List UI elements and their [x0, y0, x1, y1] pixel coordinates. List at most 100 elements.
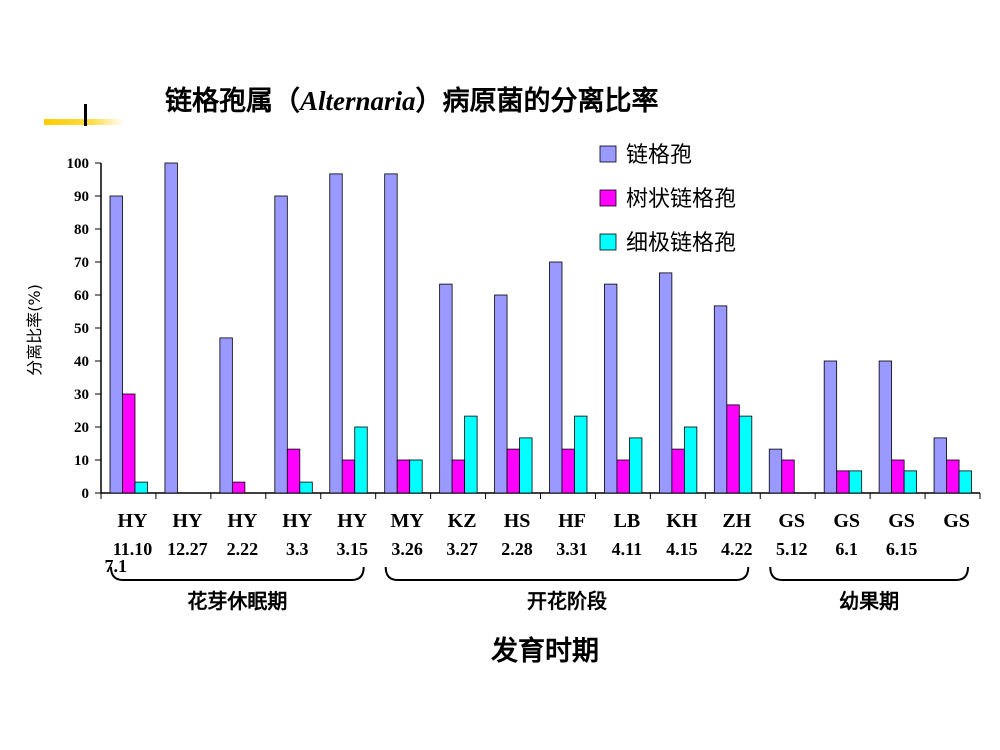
y-tick-label: 60 [74, 288, 89, 304]
stage-groups: 花芽休眠期 开花阶段 幼果期 [110, 566, 969, 613]
bar-series-1 [219, 337, 233, 494]
x-tick-label-date: 5.12 [776, 539, 808, 559]
y-tick-label: 80 [74, 222, 89, 238]
bar-series-1 [768, 448, 783, 494]
x-tick-label: LB [614, 510, 641, 532]
bar-series-2 [286, 448, 301, 494]
x-tick-label-date: 12.27 [167, 539, 208, 559]
chart-title: 链格孢属（Alternaria）病原菌的分离比率 [165, 85, 659, 117]
bar-series-1 [713, 305, 728, 494]
stage-brace [769, 566, 969, 581]
bar-series-2 [726, 404, 740, 494]
accent-tick [84, 104, 87, 126]
bar-series-1 [658, 272, 673, 494]
legend-label: 细极链格孢 [626, 231, 736, 256]
bar-series-1 [439, 283, 453, 494]
bar-series-3 [903, 470, 918, 494]
x-tick-label: ZH [722, 510, 751, 532]
axes [100, 163, 981, 499]
x-tick-label-date: 4.15 [666, 539, 698, 559]
bar-series-3 [354, 426, 368, 494]
stage-brace [384, 566, 750, 581]
bars [109, 162, 972, 494]
legend-label: 链格孢 [626, 143, 692, 168]
bar-series-3 [519, 437, 533, 494]
x-tick-label-date: 3.3 [286, 539, 309, 559]
bar-series-1 [878, 360, 893, 494]
accent-decoration [44, 104, 124, 126]
y-tick-label: 0 [82, 486, 90, 502]
bar-series-2 [781, 459, 795, 494]
title-suffix: ）病原菌的分离比率 [416, 85, 659, 117]
x-tick-label-date: 2.28 [501, 539, 533, 559]
x-tick-label: HY [227, 510, 258, 532]
stage-label: 幼果期 [839, 589, 899, 613]
x-tick-label: GS [833, 510, 860, 532]
bar-series-1 [604, 283, 618, 494]
y-axis-label: 分离比率(%) [25, 284, 44, 376]
y-tick-label: 50 [74, 321, 89, 337]
bar-series-1 [329, 173, 343, 494]
x-tick-label: GS [778, 510, 805, 532]
y-tick-label: 100 [67, 156, 90, 172]
legend-swatch [599, 145, 617, 163]
bar-series-1 [494, 294, 508, 494]
bar-series-2 [122, 393, 136, 494]
bar-series-1 [274, 195, 288, 494]
x-tick-label-date: 3.27 [446, 539, 478, 559]
x-axis-label: 发育时期 [490, 635, 599, 667]
y-ticks: 0 10 20 30 40 50 60 70 80 90 100 [67, 156, 101, 502]
bar-series-1 [109, 195, 123, 494]
bar-series-1 [164, 162, 178, 494]
bar-series-3 [738, 415, 753, 494]
bar-series-3 [409, 459, 423, 494]
x-tick-label: KH [666, 510, 698, 532]
title-italic: Alternaria [298, 86, 416, 116]
x-tick-label: HY [282, 510, 313, 532]
stage-label: 花芽休眠期 [187, 589, 287, 613]
bar-series-2 [836, 470, 850, 494]
bar-series-1 [823, 360, 838, 494]
y-tick-label: 30 [74, 387, 89, 403]
x-tick-label-date: 3.15 [336, 539, 368, 559]
x-tick-label: GS [888, 510, 915, 532]
x-tick-label: KZ [448, 510, 477, 532]
bar-series-3 [958, 470, 972, 494]
x-tick-label-date: 3.31 [556, 539, 588, 559]
bar-series-2 [506, 448, 520, 494]
y-tick-label: 40 [74, 354, 89, 370]
x-tick-label-date-extra: 7.1 [104, 556, 127, 576]
x-tick-label: HY [337, 510, 368, 532]
bar-series-2 [671, 448, 685, 494]
bar-series-3 [848, 470, 863, 494]
title-prefix: 链格孢属（ [165, 85, 300, 117]
bar-series-2 [946, 459, 960, 494]
x-tick-label-date: 4.11 [612, 539, 643, 559]
bar-series-2 [341, 459, 356, 494]
bar-series-3 [683, 426, 698, 494]
stage-brace [110, 566, 365, 581]
x-tick-label: MY [390, 510, 424, 532]
bar-series-2 [616, 459, 630, 494]
x-tick-label-date: 3.26 [391, 539, 423, 559]
y-tick-label: 70 [74, 255, 89, 271]
x-tick-labels: HY 11.107.1 HY 12.27 HY 2.22 HY 3.3 HY 3.15 MY 3.26… [104, 510, 969, 576]
x-tick-label: HS [504, 510, 531, 532]
x-tick-label: HY [172, 510, 203, 532]
bar-series-2 [561, 448, 575, 494]
bar-series-2 [891, 459, 905, 494]
x-tick-label-date: 4.22 [721, 539, 753, 559]
x-tick-label-date: 6.1 [835, 539, 858, 559]
legend-swatch [599, 189, 617, 207]
x-tick-label: HY [117, 510, 148, 532]
y-tick-label: 90 [74, 189, 89, 205]
x-tick-label: GS [943, 510, 970, 532]
legend-swatch [599, 233, 617, 251]
bar-series-3 [629, 437, 643, 494]
bar-series-3 [574, 415, 588, 494]
bar-series-3 [134, 481, 148, 494]
x-tick-label-date: 11.10 [113, 539, 153, 559]
